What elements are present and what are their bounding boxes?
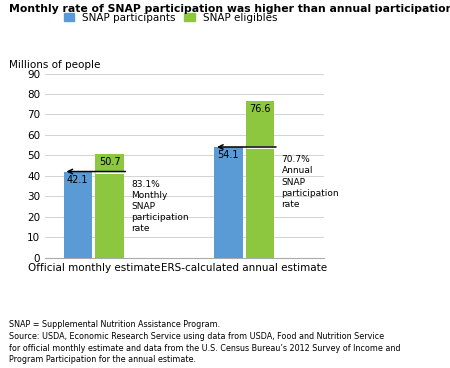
Bar: [214, 147, 243, 258]
Text: Millions of people: Millions of people: [9, 60, 100, 70]
Bar: [63, 171, 92, 258]
Text: 54.1: 54.1: [218, 150, 239, 160]
Text: 76.6: 76.6: [249, 104, 271, 114]
Bar: [95, 154, 124, 258]
Text: SNAP = Supplemental Nutrition Assistance Program.
Source: USDA, Economic Researc: SNAP = Supplemental Nutrition Assistance…: [9, 320, 400, 364]
Text: Monthly rate of SNAP participation was higher than annual participation rate in : Monthly rate of SNAP participation was h…: [9, 4, 450, 14]
Text: 42.1: 42.1: [67, 174, 89, 185]
Text: 50.7: 50.7: [99, 157, 121, 167]
Bar: [246, 101, 274, 258]
Text: 83.1%
Monthly
SNAP
participation
rate: 83.1% Monthly SNAP participation rate: [131, 180, 189, 233]
Legend: SNAP participants, SNAP eligibles: SNAP participants, SNAP eligibles: [59, 9, 282, 27]
Text: 70.7%
Annual
SNAP
participation
rate: 70.7% Annual SNAP participation rate: [282, 155, 339, 209]
